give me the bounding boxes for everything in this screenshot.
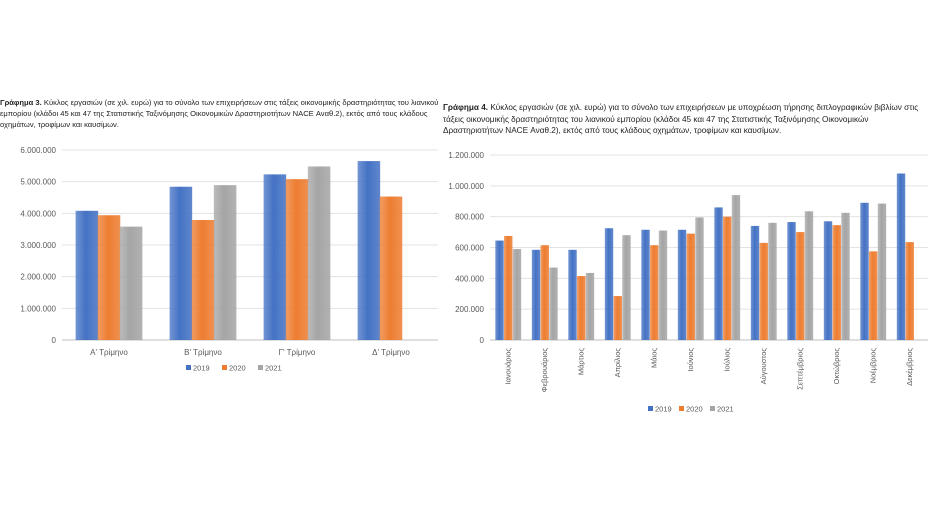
bar-2020	[540, 245, 549, 340]
legend: 2019 2020 2021	[186, 364, 282, 373]
bar-2020	[796, 232, 805, 340]
legend-swatch-2019	[648, 406, 653, 411]
y-tick-label: 0	[480, 336, 485, 345]
x-category-label: Α' Τρίμηνο	[90, 348, 128, 357]
chart-4-caption: Γράφημα 4. Κύκλος εργασιών (σε χιλ. ευρώ…	[443, 102, 928, 137]
bar-2019	[357, 161, 381, 340]
bar-2020	[504, 235, 513, 340]
bar-2021	[585, 272, 595, 340]
chart-3-caption: Γράφημα 3. Κύκλος εργασιών (σε χιλ. ευρώ…	[0, 97, 442, 130]
bar-2020	[686, 233, 695, 340]
bar-2020	[723, 216, 732, 340]
y-tick-label: 4.000.000	[20, 209, 56, 218]
y-tick-label: 3.000.000	[20, 241, 56, 250]
chart-4-caption-prefix: Γράφημα 4.	[443, 103, 489, 112]
bar-2021	[658, 230, 668, 340]
x-category-label: Μάιος	[649, 348, 658, 368]
bar-2020	[379, 196, 403, 340]
bar-2019	[75, 210, 99, 340]
y-tick-label: 400.000	[455, 274, 484, 283]
bar-2021	[213, 185, 237, 340]
legend-swatch-2020	[679, 406, 684, 411]
legend-label-2020: 2020	[229, 364, 246, 373]
legend-label-2019: 2019	[655, 405, 672, 414]
bar-2021	[804, 211, 814, 340]
bar-2019	[677, 229, 687, 340]
monthly-turnover-chart: 0 200.000 400.000 600.000 800.000 1.000.000 1.…	[448, 151, 928, 414]
x-category-label: Φεβρουάριος	[540, 348, 549, 393]
y-tick-label: 600.000	[455, 244, 484, 253]
y-tick-label: 200.000	[455, 305, 484, 314]
bar-2020	[613, 296, 622, 340]
bar-2021	[549, 267, 558, 340]
y-tick-label: 6.000.000	[20, 146, 56, 155]
legend-label-2019: 2019	[193, 364, 210, 373]
bar-2019	[169, 186, 193, 340]
bar-2019	[531, 249, 541, 340]
bar-2019	[604, 228, 614, 340]
y-tick-label: 1.000.000	[448, 182, 484, 191]
bar-2019	[823, 221, 833, 340]
bar-2019	[896, 173, 906, 340]
y-tick-label: 0	[52, 336, 57, 345]
bar-2021	[731, 195, 741, 340]
chart-3-caption-prefix: Γράφημα 3.	[0, 98, 42, 107]
bar-2019	[860, 202, 869, 340]
bar-2021	[877, 203, 887, 340]
x-category-label: Ιούλιος	[722, 348, 731, 372]
y-tick-label: 1.200.000	[448, 151, 484, 160]
bar-2021	[841, 212, 850, 340]
x-category-label: Δεκέμβριος	[905, 348, 914, 386]
bar-2020	[191, 219, 215, 340]
bar-2019	[787, 222, 796, 340]
x-category-label: Νοέμβριος	[868, 348, 877, 384]
bar-2020	[97, 215, 121, 340]
bar-2021	[622, 235, 631, 340]
bar-2021	[512, 249, 522, 340]
bar-2019	[568, 249, 577, 340]
legend-swatch-2019	[186, 365, 191, 370]
bar-2021	[768, 222, 777, 340]
y-tick-label: 800.000	[455, 213, 484, 222]
chart-4-caption-text: Κύκλος εργασιών (σε χιλ. ευρώ) για το σύ…	[443, 103, 919, 135]
bar-2021	[119, 226, 143, 340]
x-category-label: Δ' Τρίμηνο	[372, 348, 410, 357]
legend-swatch-2021	[258, 365, 263, 370]
x-category-label: Απρίλιος	[613, 348, 622, 378]
x-category-label: Οκτώβριος	[832, 348, 841, 385]
bar-2020	[905, 242, 914, 340]
x-category-label: Σεπτέμβριος	[795, 348, 804, 390]
bar-2019	[263, 174, 287, 340]
bar-2020	[832, 225, 841, 340]
x-category-label: Β' Τρίμηνο	[184, 348, 222, 357]
bar-2020	[759, 242, 768, 340]
x-category-label: Αύγουστος	[759, 348, 768, 385]
x-category-label: Ιανουάριος	[503, 348, 512, 385]
bar-2020	[650, 245, 659, 340]
quarterly-turnover-chart: 0 1.000.000 2.000.000 3.000.000 4.000.000 5.0…	[20, 146, 438, 373]
x-category-label: Μάρτιος	[576, 348, 585, 376]
legend-swatch-2020	[222, 365, 227, 370]
bar-2019	[641, 229, 650, 340]
legend-label-2021: 2021	[717, 405, 734, 414]
bar-2021	[307, 166, 331, 340]
legend-label-2020: 2020	[686, 405, 703, 414]
x-category-label: Γ' Τρίμηνο	[279, 348, 316, 357]
bar-2019	[750, 225, 760, 340]
bar-2019	[495, 240, 504, 340]
legend-swatch-2021	[710, 406, 715, 411]
bar-2020	[869, 251, 878, 340]
legend-label-2021: 2021	[265, 364, 282, 373]
bar-2021	[695, 217, 704, 340]
y-tick-label: 1.000.000	[20, 304, 56, 313]
x-category-label: Ιούνιος	[686, 348, 695, 372]
chart-3-caption-text: Κύκλος εργασιών (σε χιλ. ευρώ) για το σύ…	[0, 98, 439, 129]
bar-2020	[577, 276, 586, 340]
legend: 2019 2020 2021	[648, 405, 734, 414]
bar-2020	[285, 179, 309, 340]
y-tick-label: 2.000.000	[20, 273, 56, 282]
y-tick-label: 5.000.000	[20, 178, 56, 187]
bar-2019	[714, 207, 723, 340]
